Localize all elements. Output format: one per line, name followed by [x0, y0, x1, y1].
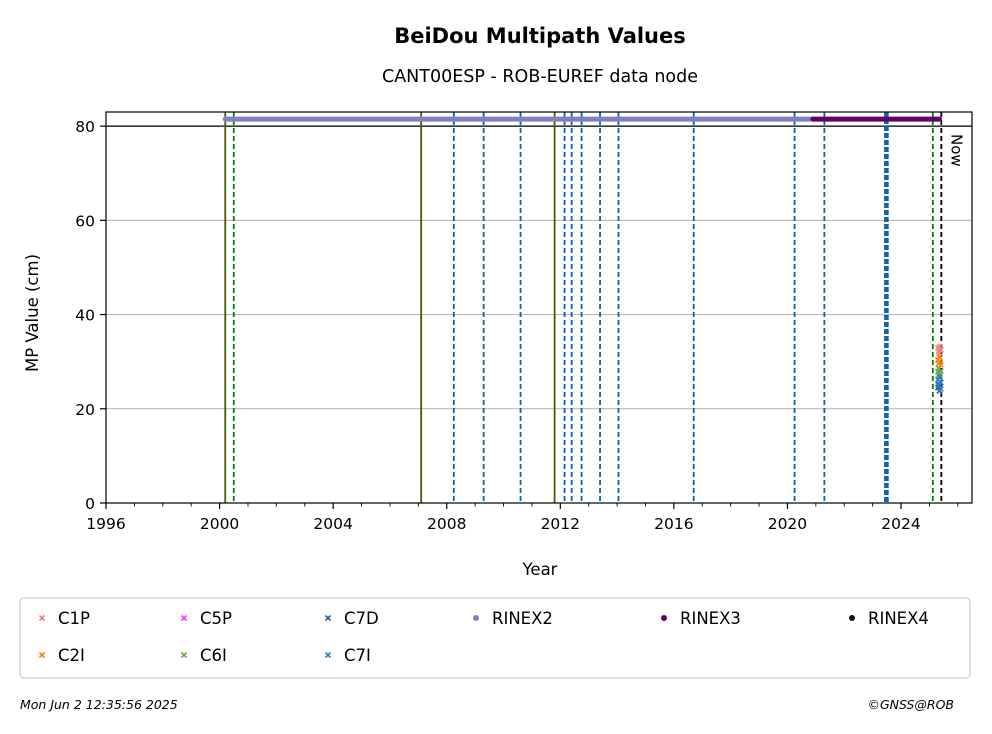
legend-marker — [849, 615, 855, 621]
x-tick-label: 2016 — [654, 515, 693, 533]
chart-subtitle: CANT00ESP - ROB-EUREF data node — [382, 67, 698, 87]
data-point — [936, 373, 943, 380]
x-tick-label: 2024 — [881, 515, 920, 533]
legend-label: C7D — [344, 609, 379, 628]
legend-item-c7d: C7D — [324, 609, 379, 628]
legend-label: C1P — [58, 609, 90, 628]
data-point — [935, 382, 942, 389]
legend-label: C6I — [200, 646, 227, 665]
y-axis-label: MP Value (cm) — [23, 254, 42, 372]
legend-marker — [38, 614, 46, 622]
legend-label: C7I — [344, 646, 371, 665]
legend-item-rinex2: RINEX2 — [473, 609, 553, 628]
x-tick-label: 2012 — [541, 515, 580, 533]
footer-timestamp: Mon Jun 2 12:35:56 2025 — [20, 697, 178, 712]
x-tick-label: 2000 — [200, 515, 239, 533]
legend-item-c1p: C1P — [38, 609, 90, 628]
y-tick-label: 80 — [75, 118, 95, 136]
legend-item-c5p: C5P — [180, 609, 232, 628]
legend-item-rinex4: RINEX4 — [849, 609, 929, 628]
legend-marker — [473, 615, 479, 621]
y-tick-label: 40 — [75, 307, 95, 325]
legend-label: C2I — [58, 646, 85, 665]
legend-marker — [324, 651, 332, 659]
legend-frame — [19, 597, 971, 679]
y-tick-label: 0 — [85, 495, 95, 513]
plot-area: Now 0 20 40 60 80 1996 2000 2004 2008 2012 2016 2020… — [75, 111, 973, 533]
legend-marker — [180, 651, 188, 659]
legend: C1P C5P C7D RINEX2 RINEX3 RINEX4 C2I C6I C7I — [19, 597, 971, 679]
legend-label: RINEX4 — [868, 609, 929, 628]
legend-item-c7i: C7I — [324, 646, 371, 665]
data-point — [937, 346, 944, 353]
x-tick-label: 2008 — [427, 515, 466, 533]
data-point — [937, 385, 944, 393]
legend-label: RINEX2 — [492, 609, 553, 628]
legend-marker — [661, 615, 667, 621]
y-tick-label: 20 — [75, 401, 95, 419]
now-label: Now — [947, 134, 965, 167]
x-tick-label: 1996 — [86, 515, 125, 533]
footer-copyright: ©GNSS@ROB — [867, 697, 954, 712]
legend-marker — [180, 614, 188, 622]
chart-title: BeiDou Multipath Values — [394, 24, 686, 48]
legend-marker — [38, 651, 46, 659]
series-c7i — [934, 373, 944, 393]
data-point — [937, 368, 944, 375]
legend-item-rinex3: RINEX3 — [661, 609, 741, 628]
plot-frame — [105, 111, 973, 504]
data-point — [936, 378, 943, 385]
y-tick-label: 60 — [75, 212, 95, 230]
legend-item-c2i: C2I — [38, 646, 85, 665]
x-tick-label: 2004 — [313, 515, 352, 533]
legend-label: C5P — [200, 609, 232, 628]
legend-marker — [324, 614, 332, 622]
series-c1p — [934, 343, 944, 357]
x-axis-label: Year — [522, 560, 558, 579]
legend-item-c6i: C6I — [180, 646, 227, 665]
x-tick-label: 2020 — [768, 515, 807, 533]
legend-label: RINEX3 — [680, 609, 741, 628]
